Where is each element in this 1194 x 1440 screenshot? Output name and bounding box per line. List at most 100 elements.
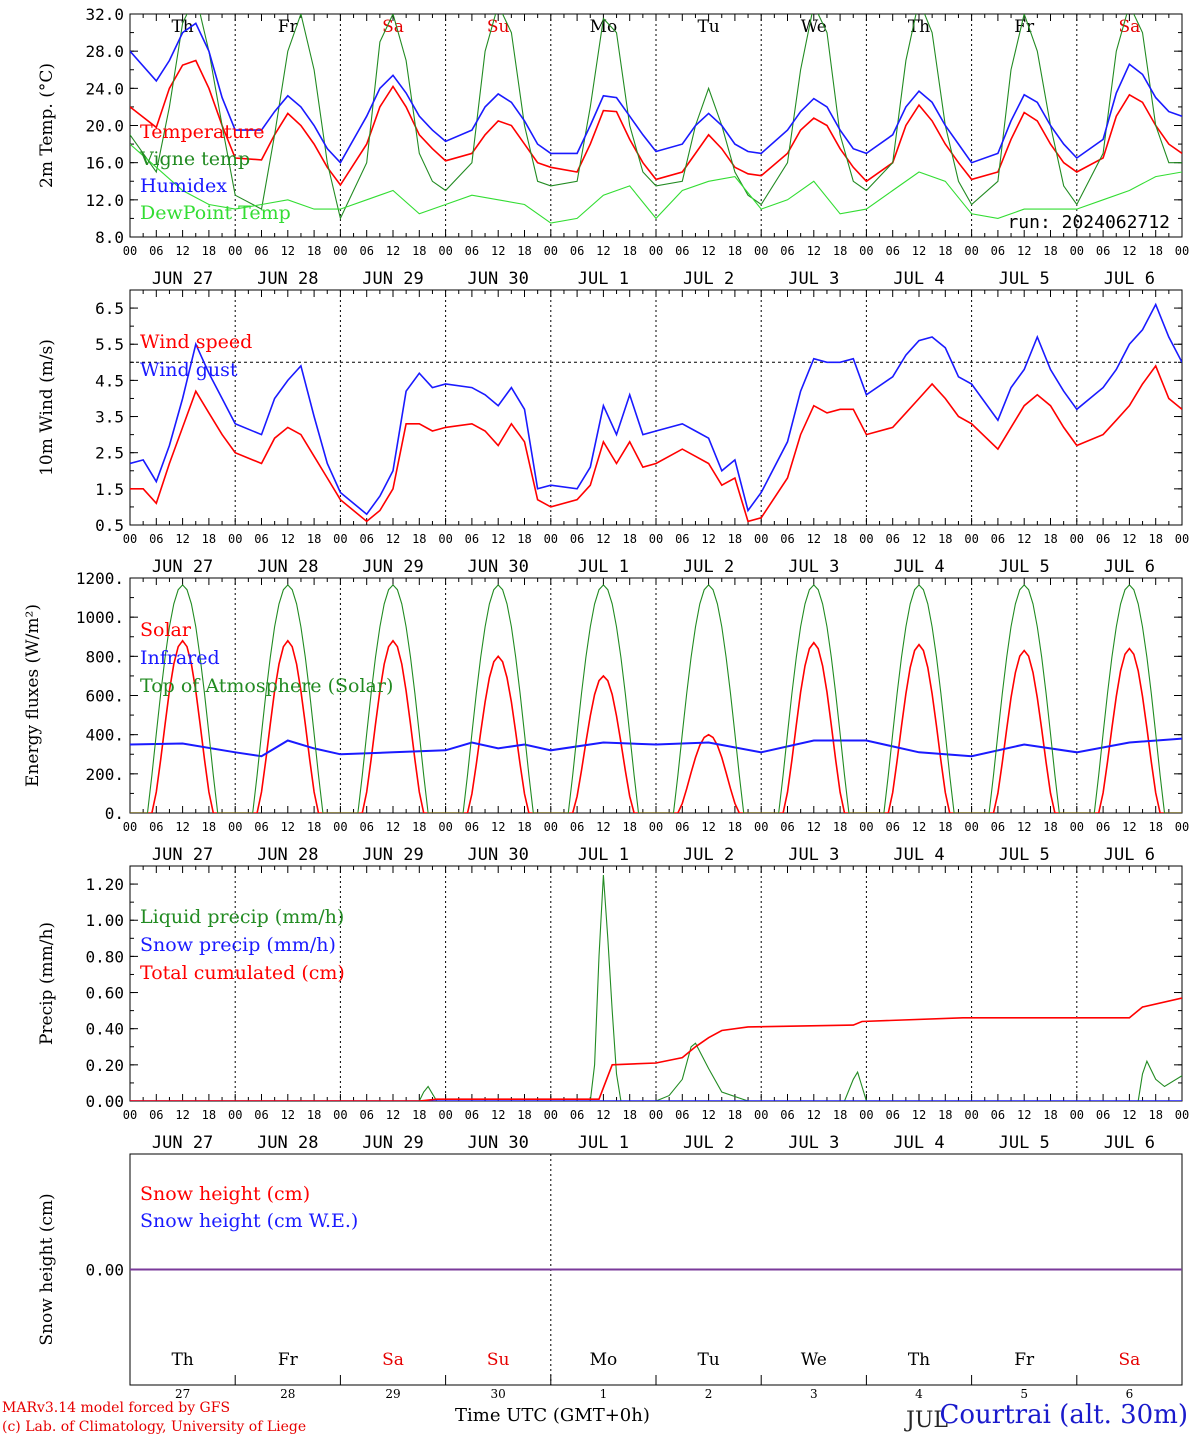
day-number-label: 27 [175,1387,190,1401]
hour-tick-label: 00 [1175,532,1189,546]
hour-tick-label: 18 [307,244,321,258]
hour-tick-label: 18 [728,820,742,834]
hour-tick-label: 06 [254,820,268,834]
hour-tick-label: 12 [912,1108,926,1122]
y-axis-label: 2m Temp. (°C) [37,63,57,188]
y-tick-label: 1200. [76,569,124,588]
day-number-label: 29 [385,1387,400,1401]
date-label: JUL 1 [578,269,629,289]
hour-tick-label: 00 [649,1108,663,1122]
hour-tick-label: 00 [1175,244,1189,258]
hour-tick-label: 12 [175,532,189,546]
y-axis-label: Snow height (cm) [37,1193,57,1345]
hour-tick-label: 18 [728,244,742,258]
hour-tick-label: 06 [149,532,163,546]
day-name-label: Fr [278,17,299,37]
hour-tick-label: 00 [859,532,873,546]
hour-tick-label: 12 [807,1108,821,1122]
date-label: JUN 28 [257,845,318,865]
y-tick-label: 0.00 [85,1261,124,1280]
hour-tick-label: 12 [175,244,189,258]
y-tick-label: 0.00 [85,1092,124,1111]
legend-entry: Vigne temp [139,148,250,170]
hour-tick-label: 06 [359,820,373,834]
legend-entry: Snow height (cm W.E.) [140,1210,358,1232]
hour-tick-label: 06 [991,244,1005,258]
hour-tick-label: 12 [491,820,505,834]
date-label: JUL 5 [999,269,1050,289]
y-tick-label: 0.60 [85,984,124,1003]
date-label: JUL 6 [1104,557,1155,577]
date-label: JUN 28 [257,1133,318,1153]
hour-tick-label: 00 [333,532,347,546]
hour-tick-label: 12 [807,244,821,258]
hour-tick-label: 12 [807,532,821,546]
hour-tick-label: 06 [780,820,794,834]
hour-tick-label: 12 [386,244,400,258]
hour-tick-label: 12 [596,820,610,834]
date-label: JUL 1 [578,1133,629,1153]
y-tick-label: 0.80 [85,947,124,966]
hour-tick-label: 00 [123,820,137,834]
day-number-label: 6 [1126,1387,1134,1401]
y-tick-label: 1.5 [95,480,124,499]
date-label: JUL 3 [788,845,839,865]
day-number-label: 4 [915,1387,923,1401]
hour-tick-label: 18 [412,532,426,546]
legend-entry: Top of Atmosphere (Solar) [140,675,393,697]
hour-tick-label: 00 [964,1108,978,1122]
hour-tick-label: 18 [938,244,952,258]
hour-tick-label: 00 [228,1108,242,1122]
day-number-label: 5 [1020,1387,1028,1401]
date-label: JUN 28 [257,269,318,289]
series-line-humidex [130,22,1182,165]
hour-tick-label: 06 [780,244,794,258]
date-label: JUL 2 [683,845,734,865]
hour-tick-label: 00 [1070,532,1084,546]
hour-tick-label: 18 [307,532,321,546]
date-label: JUL 2 [683,1133,734,1153]
hour-tick-label: 00 [438,1108,452,1122]
day-name-label: Su [487,1350,510,1370]
lab-credit: (c) Lab. of Climatology, University of L… [2,1419,307,1435]
legend-entry: DewPoint Temp [140,202,291,224]
hour-tick-label: 12 [912,532,926,546]
hour-tick-label: 06 [885,532,899,546]
legend-entry: Total cumulated (cm) [140,962,345,984]
station-name: Courtrai (alt. 30m) [939,1400,1189,1430]
hour-tick-label: 12 [701,244,715,258]
hour-tick-label: 12 [807,820,821,834]
y-axis-label: Precip (mm/h) [37,922,57,1045]
hour-tick-label: 18 [307,820,321,834]
hour-tick-label: 12 [1017,1108,1031,1122]
series-line-liquid-precip-mm-h- [130,874,1182,1101]
date-label: JUL 6 [1104,269,1155,289]
hour-tick-label: 06 [1096,532,1110,546]
hour-tick-label: 12 [491,1108,505,1122]
hour-tick-label: 18 [833,532,847,546]
hour-tick-label: 00 [754,1108,768,1122]
y-axis-label: 10m Wind (m/s) [37,339,57,476]
day-name-label: Tu [697,1350,719,1370]
hour-tick-label: 06 [675,1108,689,1122]
series-line-top-of-atmosphere-solar- [130,584,1182,813]
hour-tick-label: 18 [622,820,636,834]
hour-tick-label: 12 [1017,532,1031,546]
legend-entry: Solar [140,619,192,641]
legend-entry: Snow precip (mm/h) [140,934,336,956]
hour-tick-label: 06 [1096,1108,1110,1122]
hour-tick-label: 12 [701,1108,715,1122]
y-tick-label: 800. [85,647,124,666]
hour-tick-label: 18 [938,1108,952,1122]
hour-tick-label: 00 [544,820,558,834]
y-tick-label: 400. [85,726,124,745]
hour-tick-label: 00 [123,244,137,258]
day-name-label: Fr [1014,1350,1035,1370]
y-tick-label: 4.5 [95,371,124,390]
hour-tick-label: 00 [754,244,768,258]
hour-tick-label: 06 [149,244,163,258]
series-line-vigne-temp [130,14,1182,221]
hour-tick-label: 12 [701,532,715,546]
hour-tick-label: 00 [228,244,242,258]
hour-tick-label: 12 [386,820,400,834]
